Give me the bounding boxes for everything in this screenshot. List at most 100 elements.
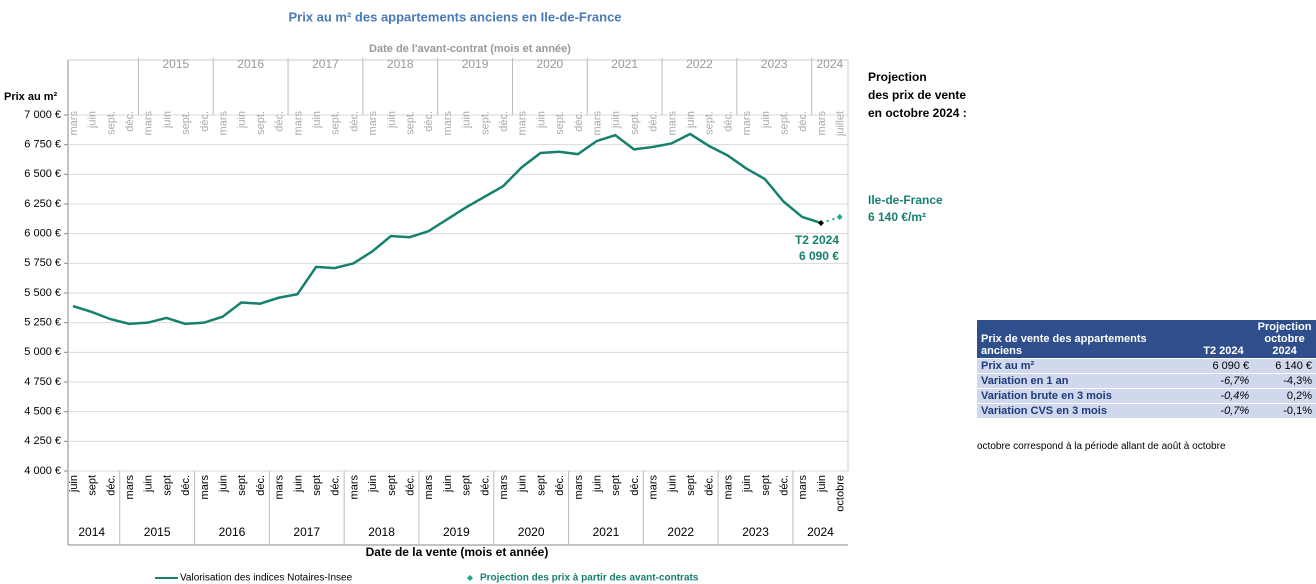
annotation: 6 090 € (799, 249, 839, 263)
x-tick-label: mars (722, 475, 734, 500)
table-cell: Prix au m² (977, 358, 1194, 374)
x-tick-label: déc. (255, 475, 267, 496)
summary-table: Prix de vente des appartements anciens T2… (977, 320, 1316, 419)
x2-tick-label: déc. (648, 111, 660, 132)
y-tick-label: 5 250 € (24, 317, 61, 329)
year-label: 2019 (443, 525, 470, 539)
table-cell: 0,2% (1253, 388, 1316, 404)
annotation: Ile-de-France (868, 193, 943, 207)
legend-label: Projection des prix à partir des avant-c… (480, 573, 699, 584)
table-cell: -4,3% (1253, 373, 1316, 389)
x2-tick-label: juin (236, 111, 248, 129)
x2-tick-label: mars (592, 111, 604, 136)
table-cell: -0,7% (1193, 403, 1254, 419)
x-tick-label: juin (292, 475, 304, 493)
y-tick-label: 4 750 € (24, 376, 61, 388)
x-tick-label: déc. (479, 475, 491, 496)
x2-tick-label: juin (87, 111, 99, 129)
y-tick-label: 7 000 € (24, 109, 61, 121)
x2-tick-label: sept. (330, 111, 342, 135)
y-tick-label: 4 250 € (24, 435, 61, 447)
year-label: 2019 (462, 57, 489, 71)
x-axis-label: Date de la vente (mois et année) (366, 545, 549, 559)
x-tick-label: mars (124, 475, 136, 500)
x2-tick-label: déc. (498, 111, 510, 132)
y-tick-label: 6 750 € (24, 139, 61, 151)
x-tick-label: sept (535, 475, 547, 496)
x-tick-label: déc. (330, 475, 342, 496)
line-series (820, 216, 841, 224)
x2-tick-label: déc. (124, 111, 136, 132)
x-tick-label: déc. (779, 475, 791, 496)
year-label: 2024 (807, 525, 834, 539)
x-tick-label: juin (442, 475, 454, 493)
x-tick-label: sept (386, 475, 398, 496)
x-tick-label: sept (236, 475, 248, 496)
table-cell: Variation brute en 3 mois (977, 388, 1194, 404)
year-label: 2016 (219, 525, 246, 539)
x-tick-label: juin (592, 475, 604, 493)
x2-tick-label: mars (442, 111, 454, 136)
point (836, 214, 843, 221)
x-tick-label: sept (87, 475, 99, 496)
x-tick-label: sept (311, 475, 323, 496)
year-label: 2023 (761, 57, 788, 71)
line-series (72, 132, 822, 326)
x-tick-label: octobre (835, 475, 847, 512)
year-label: 2017 (312, 57, 339, 71)
x-tick-label: mars (797, 475, 809, 500)
x2-tick-label: mars (367, 111, 379, 136)
x-tick-label: juin (143, 475, 155, 493)
y-tick-label: 4 500 € (24, 406, 61, 418)
x2-tick-label: sept. (704, 111, 716, 135)
legend-label: Valorisation des indices Notaires-Insee (180, 573, 353, 584)
x2-tick-label: sept. (105, 111, 117, 135)
year-label: 2022 (686, 57, 713, 71)
x2-tick-label: juin (685, 111, 697, 129)
footnote: octobre correspond à la période allant d… (977, 441, 1226, 452)
header-cell: T2 2024 (1193, 320, 1254, 359)
year-label: 2020 (536, 57, 563, 71)
table-cell: -6,7% (1193, 373, 1254, 389)
x-tick-label: juin (68, 475, 80, 493)
x-tick-label: mars (348, 475, 360, 500)
x-tick-label: sept (461, 475, 473, 496)
table-cell: Variation en 1 an (977, 373, 1194, 389)
x-tick-label: mars (498, 475, 510, 500)
x-tick-label: sept (760, 475, 772, 496)
x2-tick-label: sept. (554, 111, 566, 135)
header-cell: Prix de vente des appartements anciens (977, 320, 1194, 359)
x2-tick-label: sept. (629, 111, 641, 135)
x2-tick-label: sept. (479, 111, 491, 135)
y-tick-label: 5 750 € (24, 257, 61, 269)
table-cell: -0,1% (1253, 403, 1316, 419)
x2-axis-label: Date de l'avant-contrat (mois et année) (369, 43, 571, 55)
x-tick-label: juin (218, 475, 230, 493)
x2-tick-label: déc. (722, 111, 734, 132)
x2-tick-label: déc. (199, 111, 211, 132)
annotation: Projection (868, 70, 927, 84)
x-tick-label: juin (666, 475, 678, 493)
header-cell: Projection octobre 2024 (1253, 320, 1316, 359)
y-tick-label: 6 500 € (24, 168, 61, 180)
year-label: 2021 (611, 57, 638, 71)
x2-tick-label: mars (292, 111, 304, 136)
x-tick-label: déc. (629, 475, 641, 496)
table-cell: -0,4% (1193, 388, 1254, 404)
year-label: 2018 (368, 525, 395, 539)
x2-tick-label: juin (311, 111, 323, 129)
x2-tick-label: mars (517, 111, 529, 136)
year-label: 2018 (387, 57, 414, 71)
x-tick-label: juin (816, 475, 828, 493)
x2-tick-label: juin (461, 111, 473, 129)
year-label: 2023 (742, 525, 769, 539)
year-label: 2014 (78, 525, 105, 539)
year-label: 2016 (237, 57, 264, 71)
x2-tick-label: déc. (797, 111, 809, 132)
x2-tick-label: mars (218, 111, 230, 136)
x2-tick-label: mars (143, 111, 155, 136)
x-tick-label: sept (610, 475, 622, 496)
x2-tick-label: sept. (779, 111, 791, 135)
